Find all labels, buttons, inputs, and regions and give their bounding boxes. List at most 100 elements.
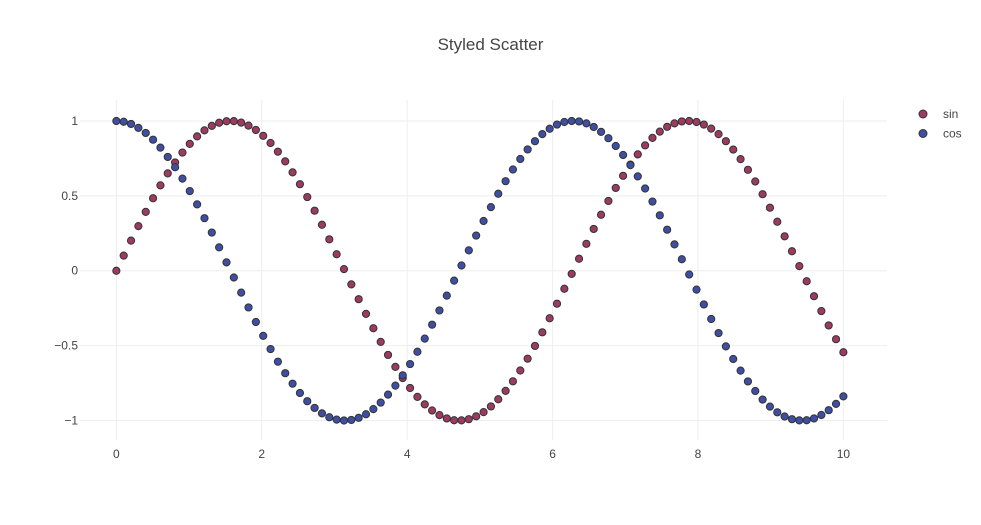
x-tick-label: 4 bbox=[404, 447, 411, 461]
sin-point bbox=[479, 408, 488, 417]
cos-point bbox=[391, 381, 400, 390]
x-tick-label: 6 bbox=[549, 447, 556, 461]
cos-point bbox=[589, 122, 598, 132]
sin-point bbox=[604, 196, 613, 206]
series-cos bbox=[112, 116, 848, 425]
sin-point bbox=[802, 277, 811, 286]
cos-point bbox=[552, 120, 562, 129]
cos-point bbox=[215, 243, 224, 252]
sin-point bbox=[721, 137, 730, 146]
sin-point bbox=[420, 400, 429, 409]
cos-point bbox=[310, 403, 319, 413]
cos-point bbox=[618, 150, 628, 160]
cos-point bbox=[494, 189, 503, 198]
sin-point bbox=[824, 321, 833, 330]
sin-point bbox=[237, 118, 246, 127]
cos-point bbox=[736, 366, 745, 375]
cos-point bbox=[582, 119, 591, 128]
sin-point bbox=[831, 335, 841, 344]
cos-point bbox=[126, 119, 136, 129]
cos-point bbox=[479, 216, 488, 226]
legend-label-cos: cos bbox=[943, 127, 962, 141]
cos-point bbox=[163, 152, 172, 162]
cos-point bbox=[141, 128, 150, 138]
sin-point bbox=[310, 206, 319, 215]
sin-point bbox=[751, 177, 760, 186]
cos-point bbox=[685, 270, 694, 279]
cos-point bbox=[648, 197, 657, 206]
chart-title: Styled Scatter bbox=[438, 35, 544, 54]
cos-point bbox=[523, 145, 532, 154]
cos-point bbox=[787, 415, 797, 424]
cos-point bbox=[641, 184, 650, 193]
cos-point bbox=[148, 135, 158, 144]
sin-point bbox=[501, 386, 510, 395]
cos-point bbox=[574, 117, 584, 126]
cos-point bbox=[457, 261, 466, 270]
legend-item-cos[interactable]: cos bbox=[918, 127, 962, 141]
sin-point bbox=[193, 132, 202, 141]
sin-point bbox=[765, 203, 775, 212]
cos-point bbox=[773, 408, 782, 417]
cos-point bbox=[251, 317, 260, 327]
cos-point bbox=[303, 397, 312, 406]
cos-point bbox=[376, 398, 385, 407]
sin-point bbox=[641, 141, 650, 150]
sin-point bbox=[582, 239, 591, 248]
sin-point bbox=[685, 116, 694, 126]
sin-point bbox=[516, 366, 525, 375]
sin-point bbox=[185, 139, 194, 148]
sin-point bbox=[523, 354, 532, 363]
sin-point bbox=[295, 180, 305, 189]
sin-point bbox=[442, 414, 451, 423]
cos-point bbox=[780, 412, 789, 421]
sin-point bbox=[589, 224, 598, 234]
cos-point bbox=[626, 161, 635, 170]
legend[interactable]: sin cos bbox=[918, 107, 962, 141]
sin-point bbox=[405, 383, 415, 393]
sin-point bbox=[677, 117, 686, 126]
sin-point bbox=[611, 183, 620, 193]
sin-point bbox=[729, 145, 738, 154]
x-tick-label: 10 bbox=[837, 447, 851, 461]
sin-point bbox=[464, 415, 473, 424]
sin-point bbox=[244, 121, 253, 130]
sin-point bbox=[361, 309, 371, 318]
cos-point bbox=[369, 405, 378, 414]
cos-point bbox=[758, 395, 767, 404]
sin-point bbox=[743, 165, 753, 174]
sin-point bbox=[472, 412, 481, 421]
sin-point bbox=[332, 250, 341, 259]
y-tick-label: −0.5 bbox=[54, 339, 78, 353]
sin-point bbox=[714, 130, 723, 139]
cos-point bbox=[185, 186, 194, 196]
cos-point bbox=[347, 415, 356, 425]
cos-point bbox=[765, 402, 775, 411]
cos-point bbox=[817, 410, 826, 420]
cos-point bbox=[288, 379, 297, 388]
cos-point bbox=[567, 116, 576, 126]
x-tick-label: 2 bbox=[258, 447, 265, 461]
sin-point bbox=[670, 119, 679, 128]
sin-point bbox=[817, 306, 826, 316]
sin-point bbox=[736, 155, 745, 164]
sin-point bbox=[215, 118, 224, 127]
cos-point bbox=[171, 163, 180, 172]
sin-point bbox=[618, 171, 628, 180]
cos-point bbox=[663, 225, 672, 234]
cos-point bbox=[530, 137, 540, 146]
y-tick-label: 1 bbox=[71, 114, 78, 128]
sin-point bbox=[780, 232, 789, 241]
y-tick-label: −1 bbox=[64, 414, 78, 428]
x-tick-label: 8 bbox=[695, 447, 702, 461]
legend-item-sin[interactable]: sin bbox=[918, 107, 958, 121]
cos-point bbox=[405, 359, 415, 369]
cos-point bbox=[281, 369, 290, 378]
cos-point bbox=[633, 172, 642, 181]
sin-point bbox=[391, 362, 400, 372]
cos-point bbox=[266, 344, 275, 354]
cos-point bbox=[508, 165, 518, 174]
cos-point bbox=[229, 273, 238, 282]
sin-point bbox=[494, 395, 503, 404]
sin-point bbox=[325, 235, 334, 244]
